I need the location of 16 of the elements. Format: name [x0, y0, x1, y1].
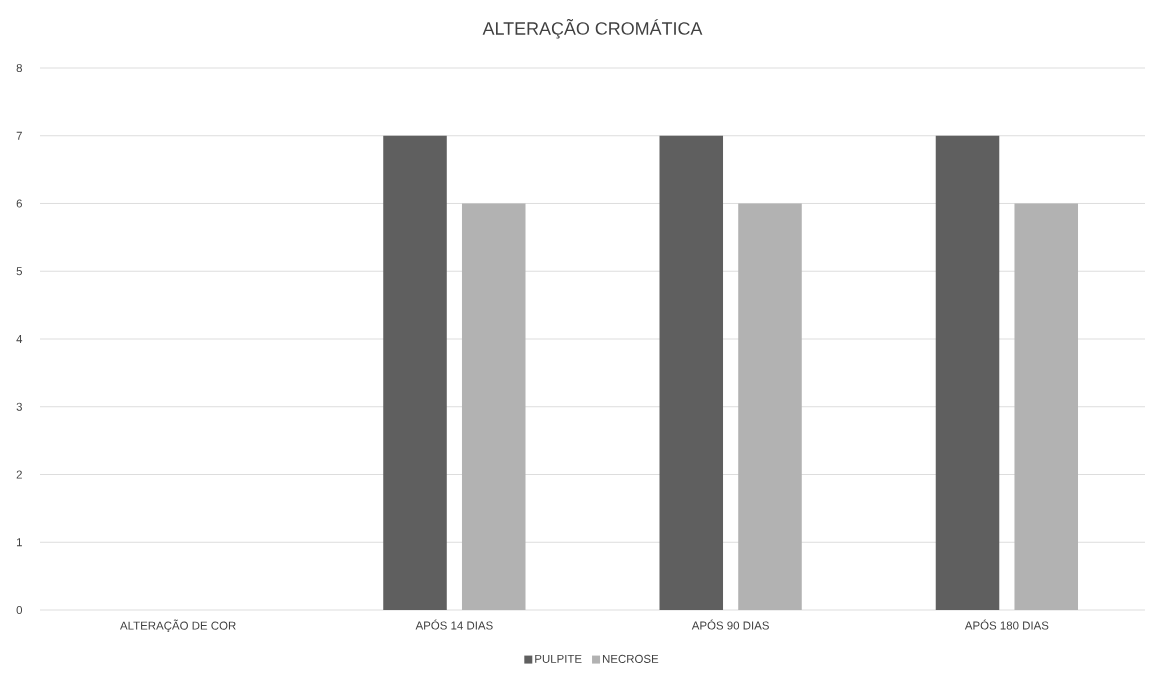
- legend-label: PULPITE: [535, 654, 582, 663]
- x-tick-label: APÓS 180 DIAS: [964, 619, 1049, 630]
- y-tick-label: 2: [16, 470, 22, 479]
- legend-label: NECROSE: [602, 654, 659, 663]
- chart-title: ALTERAÇÃO CROMÁTICA: [482, 18, 703, 39]
- y-tick-label: 6: [16, 199, 22, 208]
- y-tick-label: 3: [16, 402, 22, 411]
- y-tick-label: 8: [16, 63, 22, 73]
- x-tick-label: ALTERAÇÃO DE COR: [120, 619, 236, 632]
- y-tick-label: 1: [16, 538, 22, 547]
- y-tick-label: 5: [16, 267, 22, 276]
- x-tick-label: APÓS 90 DIAS: [691, 619, 769, 630]
- x-tick-label: APÓS 14 DIAS: [415, 619, 493, 630]
- y-tick-label: 7: [16, 131, 22, 140]
- y-tick-label: 4: [16, 335, 23, 343]
- y-tick-label: 0: [16, 605, 23, 615]
